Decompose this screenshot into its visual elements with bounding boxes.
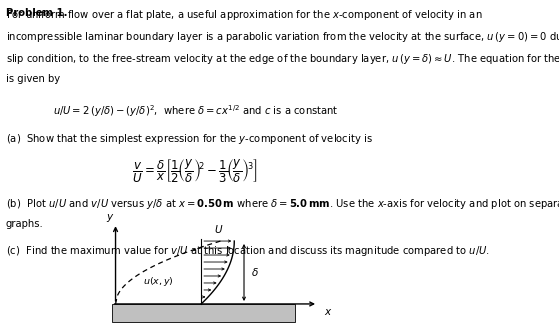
Text: $u(x,y)$: $u(x,y)$ [143,275,173,288]
Text: graphs.: graphs. [6,219,44,229]
Text: incompressible laminar boundary layer is a parabolic variation from the velocity: incompressible laminar boundary layer is… [6,30,559,44]
Text: (c)  Find the maximum value for $v/U$ at this location and discuss its magnitude: (c) Find the maximum value for $v/U$ at … [6,244,490,258]
Text: U: U [214,225,221,235]
Text: y: y [107,212,113,222]
Text: (a)  Show that the simplest expression for the $y$-component of velocity is: (a) Show that the simplest expression fo… [6,132,372,146]
Bar [112,304,295,322]
Text: $\dfrac{v}{U} = \dfrac{\delta}{x}\left[\dfrac{1}{2}\!\left(\dfrac{y}{\delta}\rig: $\dfrac{v}{U} = \dfrac{\delta}{x}\left[\… [132,157,258,184]
Text: $\delta$: $\delta$ [251,267,259,279]
Text: For uniform flow over a flat plate, a useful approximation for the $x$-component: For uniform flow over a flat plate, a us… [6,8,482,22]
Text: is given by: is given by [6,74,60,84]
Text: slip condition, to the free-stream velocity at the edge of the boundary layer, $: slip condition, to the free-stream veloc… [6,52,559,66]
Text: x: x [324,307,330,317]
Text: Problem 1.: Problem 1. [6,8,67,18]
Text: (b)  Plot $u/U$ and $v/U$ versus $y/\delta$ at $x = \mathbf{0.50\,m}$ where $\de: (b) Plot $u/U$ and $v/U$ versus $y/\delt… [6,198,559,212]
Text: $u/U = 2\,(y/\delta) - (y/\delta)^2$,  where $\delta = cx^{1/2}$ and $c$ is a co: $u/U = 2\,(y/\delta) - (y/\delta)^2$, wh… [53,104,338,120]
